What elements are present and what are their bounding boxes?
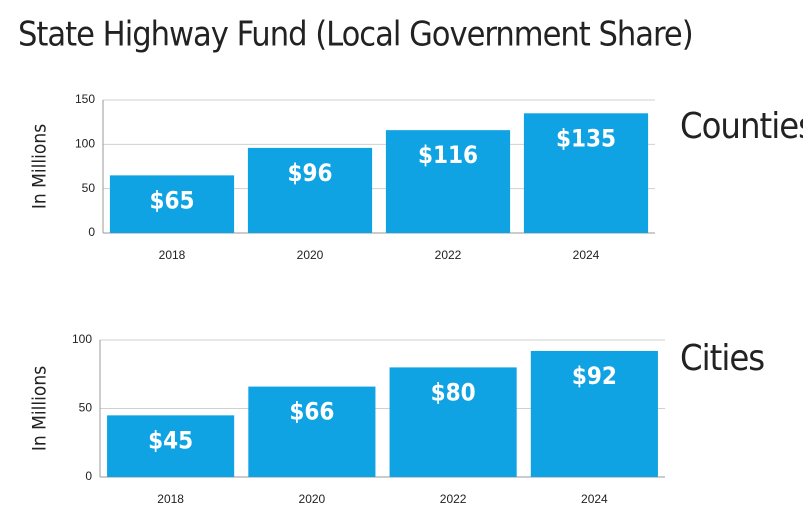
value-label: $92 — [572, 362, 617, 390]
x-tick-label: 2018 — [159, 248, 186, 262]
page-title: State Highway Fund (Local Government Sha… — [18, 15, 693, 55]
bar — [248, 386, 376, 477]
bar — [109, 175, 235, 233]
y-tick-label: 100 — [75, 137, 95, 151]
bar — [530, 350, 658, 477]
bar — [389, 367, 517, 477]
x-tick-label: 2022 — [440, 492, 467, 506]
chart-title: Cities — [680, 338, 764, 379]
bar — [385, 130, 511, 233]
bar — [247, 147, 373, 233]
x-tick-label: 2024 — [573, 248, 600, 262]
x-tick-label: 2020 — [299, 492, 326, 506]
value-label: $65 — [149, 186, 194, 214]
value-label: $135 — [556, 124, 616, 152]
value-label: $80 — [431, 378, 476, 406]
y-axis-label: In Millions — [29, 366, 51, 451]
y-tick-label: 150 — [75, 92, 95, 106]
x-tick-label: 2020 — [297, 248, 324, 262]
x-tick-label: 2018 — [157, 492, 184, 506]
chart-title: Counties — [680, 106, 803, 147]
value-label: $45 — [148, 426, 193, 454]
y-tick-label: 0 — [88, 225, 95, 239]
value-label: $116 — [418, 141, 478, 169]
y-tick-label: 100 — [72, 332, 92, 346]
value-label: $66 — [289, 398, 334, 426]
bar — [107, 415, 235, 477]
bar — [523, 113, 649, 233]
x-tick-label: 2024 — [581, 492, 608, 506]
y-tick-label: 50 — [82, 181, 96, 195]
y-tick-label: 0 — [85, 469, 92, 483]
value-label: $96 — [287, 159, 332, 187]
x-tick-label: 2022 — [435, 248, 462, 262]
y-axis-label: In Millions — [29, 124, 51, 209]
y-tick-label: 50 — [79, 401, 93, 415]
